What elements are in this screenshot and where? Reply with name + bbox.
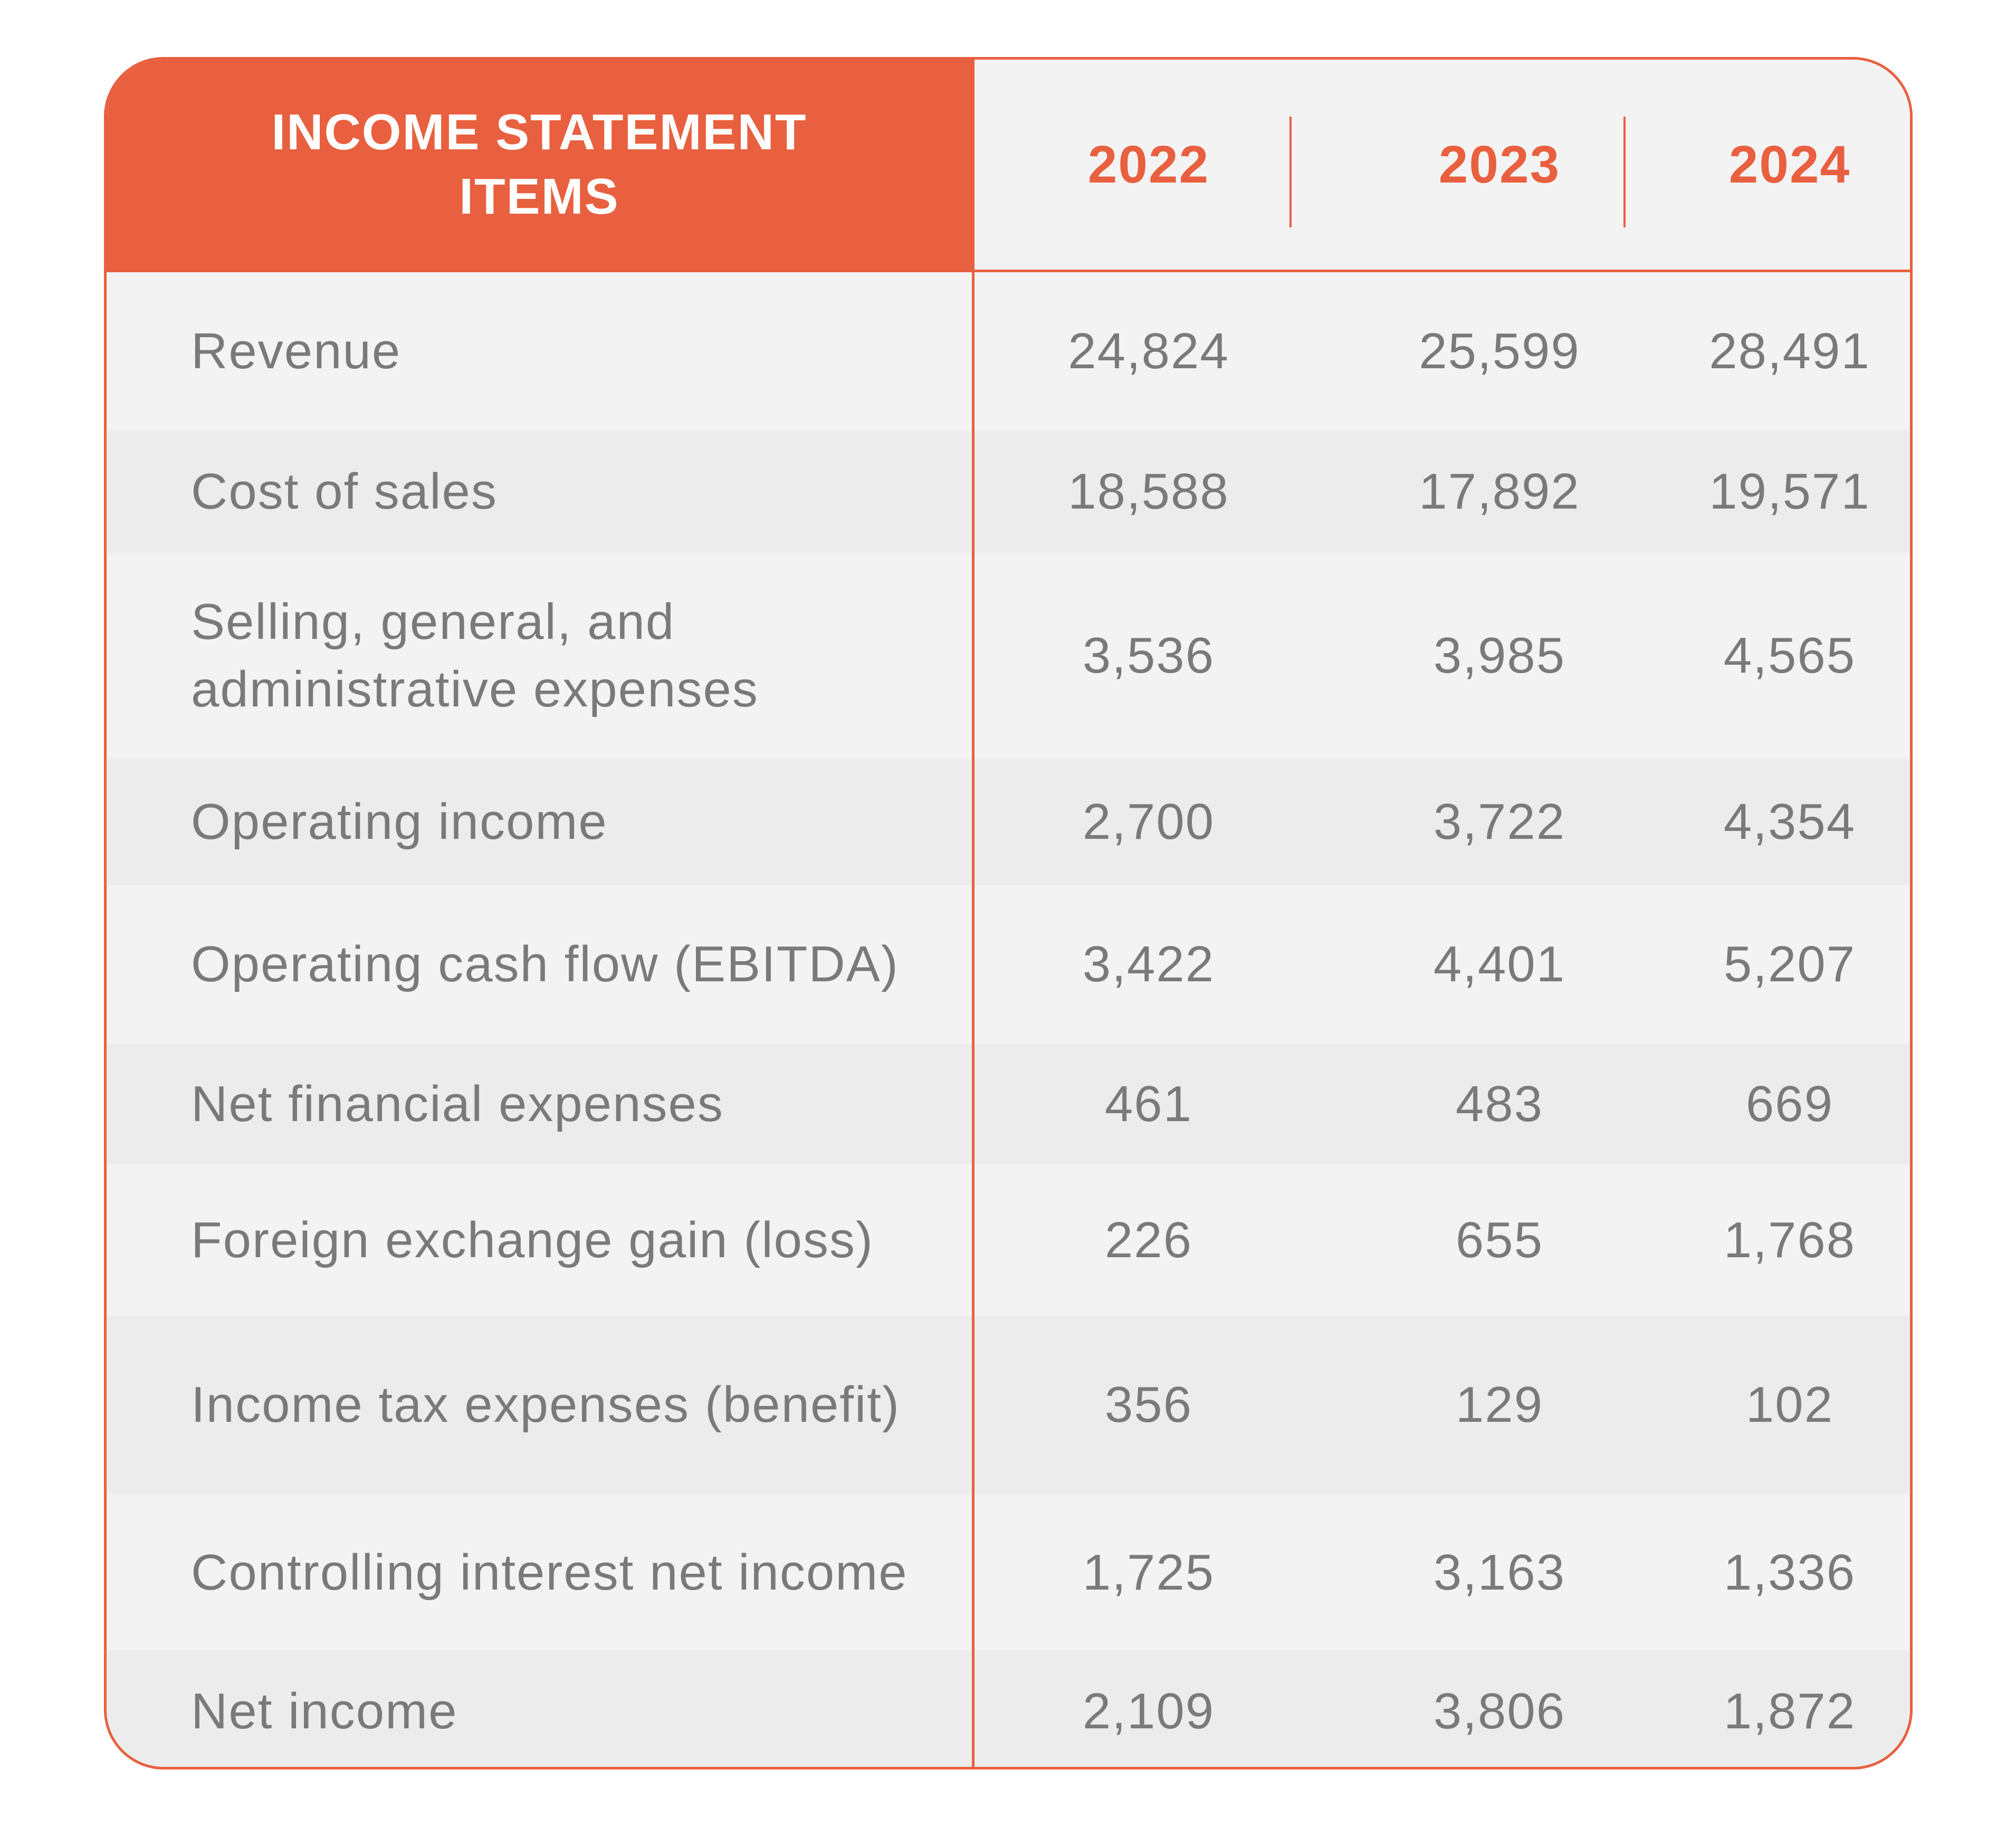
table-row: Revenue 24,824 25,599 28,491 <box>107 272 1910 431</box>
header-label: INCOME STATEMENT ITEMS <box>271 104 807 225</box>
row-value-2024: 102 <box>1745 1376 1834 1433</box>
table-row: Selling, general, and administrative exp… <box>107 553 1910 759</box>
row-label: Selling, general, and administrative exp… <box>191 594 759 718</box>
row-label: Controlling interest net income <box>191 1544 908 1601</box>
row-label: Operating income <box>191 793 608 850</box>
row-label: Foreign exchange gain (loss) <box>191 1211 874 1268</box>
row-value-2022: 2,700 <box>1082 793 1215 850</box>
row-label: Operating cash flow (EBITDA) <box>191 936 899 992</box>
row-value-2022: 461 <box>1104 1076 1193 1132</box>
table-row: Foreign exchange gain (loss) 226 655 1,768 <box>107 1165 1910 1315</box>
row-value-2023: 483 <box>1455 1076 1544 1132</box>
row-value-2023: 3,985 <box>1433 627 1566 684</box>
row-value-2024: 669 <box>1745 1076 1834 1132</box>
income-statement-table: INCOME STATEMENT ITEMS 2022 2023 2024 Re… <box>104 57 1913 1769</box>
row-label: Net financial expenses <box>191 1076 724 1132</box>
year-2024-header: 2024 <box>1728 135 1851 194</box>
row-value-2022: 3,536 <box>1082 627 1215 684</box>
row-value-2023: 3,722 <box>1433 793 1566 850</box>
row-value-2023: 655 <box>1455 1211 1544 1268</box>
table-row: Income tax expenses (benefit) 356 129 102 <box>107 1315 1910 1495</box>
row-label: Revenue <box>191 323 402 379</box>
row-value-2024: 4,565 <box>1723 627 1856 684</box>
row-value-2023: 4,401 <box>1433 936 1566 992</box>
header-years: 2022 2023 2024 <box>972 60 1910 270</box>
column-divider <box>972 60 974 1767</box>
row-value-2022: 2,109 <box>1082 1682 1215 1739</box>
table-row: Controlling interest net income 1,725 3,16… <box>107 1495 1910 1650</box>
row-label: Income tax expenses (benefit) <box>191 1376 901 1433</box>
row-value-2024: 19,571 <box>1709 463 1870 520</box>
row-value-2022: 24,824 <box>1068 323 1229 379</box>
row-value-2024: 5,207 <box>1723 936 1856 992</box>
row-value-2023: 25,599 <box>1419 323 1580 379</box>
row-value-2023: 3,806 <box>1433 1682 1566 1739</box>
row-value-2024: 4,354 <box>1723 793 1856 850</box>
row-value-2024: 1,336 <box>1723 1544 1856 1601</box>
row-label: Cost of sales <box>191 463 498 520</box>
year-separator <box>1623 117 1626 227</box>
row-value-2022: 3,422 <box>1082 936 1215 992</box>
row-value-2023: 17,892 <box>1419 463 1580 520</box>
row-label: Net income <box>191 1682 458 1739</box>
year-2023-header: 2023 <box>1438 135 1561 194</box>
year-separator <box>1289 117 1292 227</box>
row-value-2024: 1,768 <box>1723 1211 1856 1268</box>
table-row: Cost of sales 18,588 17,892 19,571 <box>107 431 1910 553</box>
row-value-2022: 226 <box>1104 1211 1193 1268</box>
row-value-2024: 1,872 <box>1723 1682 1856 1739</box>
row-value-2022: 18,588 <box>1068 463 1229 520</box>
header-label-cell: INCOME STATEMENT ITEMS <box>107 60 972 270</box>
year-2022-header: 2022 <box>1087 135 1210 194</box>
row-value-2024: 28,491 <box>1709 323 1870 379</box>
row-value-2022: 1,725 <box>1082 1544 1215 1601</box>
table-row: Net financial expenses 461 483 669 <box>107 1044 1910 1165</box>
table-row: Operating income 2,700 3,722 4,354 <box>107 759 1910 885</box>
table-row: Operating cash flow (EBITDA) 3,422 4,401 5,… <box>107 885 1910 1044</box>
row-value-2023: 3,163 <box>1433 1544 1566 1601</box>
row-value-2023: 129 <box>1455 1376 1544 1433</box>
table-row: Net income 2,109 3,806 1,872 <box>107 1650 1910 1767</box>
row-value-2022: 356 <box>1104 1376 1193 1433</box>
header-divider <box>107 270 1910 272</box>
